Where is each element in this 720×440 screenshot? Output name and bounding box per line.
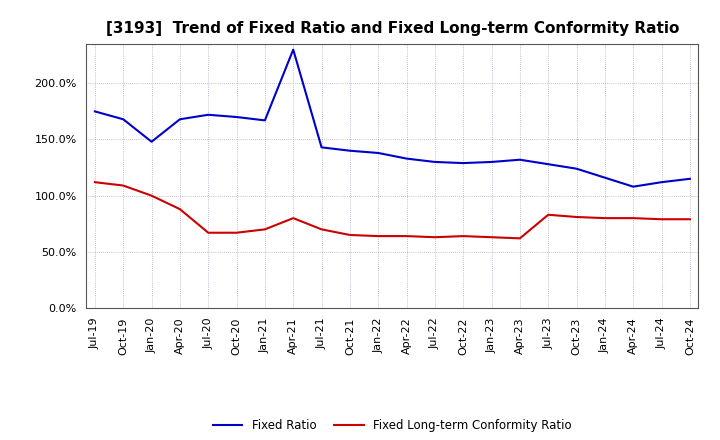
- Fixed Long-term Conformity Ratio: [685, 216, 694, 222]
- Fixed Ratio: [600, 175, 609, 180]
- Fixed Ratio: [572, 166, 581, 171]
- Fixed Ratio: [289, 47, 297, 52]
- Fixed Ratio: [233, 114, 241, 120]
- Fixed Ratio: [516, 157, 524, 162]
- Title: [3193]  Trend of Fixed Ratio and Fixed Long-term Conformity Ratio: [3193] Trend of Fixed Ratio and Fixed Lo…: [106, 21, 679, 36]
- Fixed Long-term Conformity Ratio: [600, 216, 609, 221]
- Fixed Ratio: [91, 109, 99, 114]
- Fixed Long-term Conformity Ratio: [487, 235, 496, 240]
- Fixed Long-term Conformity Ratio: [346, 232, 354, 238]
- Fixed Long-term Conformity Ratio: [544, 212, 552, 217]
- Fixed Long-term Conformity Ratio: [629, 216, 637, 221]
- Fixed Ratio: [346, 148, 354, 154]
- Fixed Ratio: [487, 159, 496, 165]
- Fixed Long-term Conformity Ratio: [516, 236, 524, 241]
- Fixed Ratio: [261, 118, 269, 123]
- Fixed Long-term Conformity Ratio: [233, 230, 241, 235]
- Fixed Long-term Conformity Ratio: [261, 227, 269, 232]
- Fixed Ratio: [402, 156, 411, 161]
- Fixed Ratio: [176, 117, 184, 122]
- Fixed Long-term Conformity Ratio: [318, 227, 326, 232]
- Fixed Long-term Conformity Ratio: [572, 214, 581, 220]
- Fixed Ratio: [629, 184, 637, 189]
- Line: Fixed Long-term Conformity Ratio: Fixed Long-term Conformity Ratio: [95, 182, 690, 238]
- Fixed Ratio: [119, 117, 127, 122]
- Legend: Fixed Ratio, Fixed Long-term Conformity Ratio: Fixed Ratio, Fixed Long-term Conformity …: [208, 414, 577, 436]
- Fixed Long-term Conformity Ratio: [176, 206, 184, 212]
- Fixed Ratio: [544, 161, 552, 167]
- Fixed Ratio: [318, 145, 326, 150]
- Fixed Ratio: [685, 176, 694, 181]
- Fixed Ratio: [374, 150, 382, 156]
- Fixed Long-term Conformity Ratio: [289, 216, 297, 221]
- Fixed Ratio: [459, 161, 467, 166]
- Fixed Long-term Conformity Ratio: [204, 230, 212, 235]
- Fixed Long-term Conformity Ratio: [657, 216, 666, 222]
- Fixed Long-term Conformity Ratio: [148, 193, 156, 198]
- Fixed Long-term Conformity Ratio: [431, 235, 439, 240]
- Fixed Long-term Conformity Ratio: [459, 234, 467, 239]
- Fixed Long-term Conformity Ratio: [402, 234, 411, 239]
- Fixed Long-term Conformity Ratio: [119, 183, 127, 188]
- Fixed Ratio: [204, 112, 212, 117]
- Line: Fixed Ratio: Fixed Ratio: [95, 50, 690, 187]
- Fixed Long-term Conformity Ratio: [91, 180, 99, 185]
- Fixed Ratio: [148, 139, 156, 144]
- Fixed Ratio: [657, 180, 666, 185]
- Fixed Ratio: [431, 159, 439, 165]
- Fixed Long-term Conformity Ratio: [374, 234, 382, 239]
